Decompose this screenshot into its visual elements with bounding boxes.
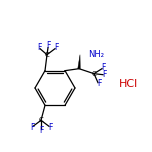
- Text: HCl: HCl: [118, 79, 138, 89]
- Text: C: C: [92, 71, 96, 77]
- Text: F: F: [101, 63, 105, 72]
- Text: F: F: [39, 126, 43, 135]
- Text: C: C: [45, 52, 49, 58]
- Text: F: F: [37, 43, 41, 52]
- Text: C: C: [39, 117, 43, 123]
- Polygon shape: [78, 55, 80, 69]
- Text: F: F: [102, 70, 106, 79]
- Text: F: F: [30, 123, 34, 132]
- Text: F: F: [48, 123, 52, 132]
- Text: F: F: [46, 41, 50, 50]
- Text: F: F: [54, 43, 58, 52]
- Text: NH₂: NH₂: [88, 50, 104, 59]
- Text: F: F: [97, 79, 101, 88]
